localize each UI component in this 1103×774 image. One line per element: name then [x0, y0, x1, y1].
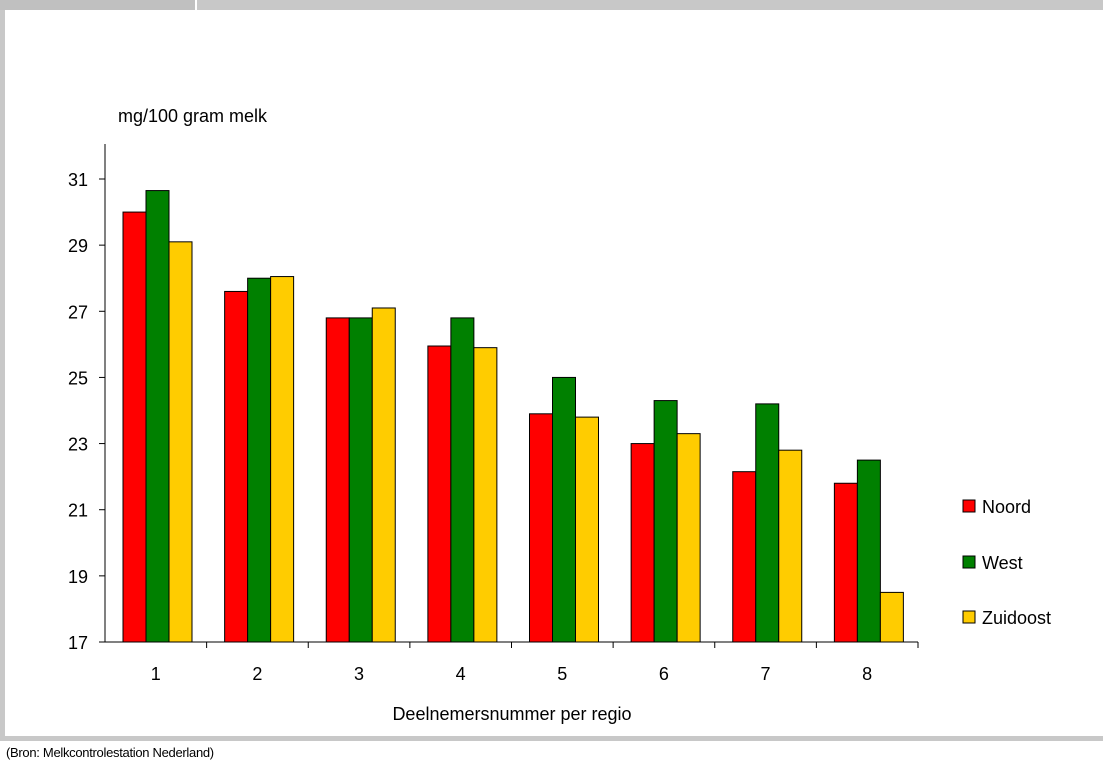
bar-noord-6: [630, 443, 655, 643]
legend-swatch-west: [962, 555, 976, 569]
bar-zuidoost-2: [270, 276, 295, 643]
x-tick-label: 8: [862, 664, 872, 684]
source-note: (Bron: Melkcontrolestation Nederland): [6, 745, 214, 760]
bar-zuidoost-6: [676, 433, 701, 643]
bar-zuidoost-4: [473, 347, 498, 643]
y-tick-label: 29: [68, 236, 88, 256]
x-axis-label: Deelnemersnummer per regio: [392, 704, 631, 724]
y-tick-label: 25: [68, 368, 88, 388]
y-tick-label: 17: [68, 633, 88, 653]
y-tick-label: 23: [68, 435, 88, 455]
x-tick-label: 7: [761, 664, 771, 684]
x-tick-label: 4: [456, 664, 466, 684]
bar-noord-1: [122, 211, 147, 643]
bar-noord-8: [833, 482, 858, 643]
bar-west-7: [755, 403, 780, 643]
bar-west-8: [856, 459, 881, 643]
bar-west-2: [247, 277, 272, 643]
legend-label-noord: Noord: [982, 497, 1031, 517]
bar-zuidoost-3: [371, 307, 396, 643]
bar-west-3: [348, 317, 373, 643]
legend-swatch-noord: [962, 499, 976, 513]
x-tick-label: 1: [151, 664, 161, 684]
frame-left-border: [0, 10, 5, 740]
y-axis-label: mg/100 gram melk: [118, 106, 268, 126]
frame-top-tab: [0, 0, 195, 10]
bar-noord-2: [224, 290, 249, 643]
bar-zuidoost-5: [575, 416, 599, 643]
bar-west-5: [552, 376, 576, 643]
bar-west-6: [653, 400, 678, 643]
x-tick-label: 6: [659, 664, 669, 684]
y-tick-label: 27: [68, 302, 88, 322]
legend-label-zuidoost: Zuidoost: [982, 608, 1051, 628]
y-tick-label: 19: [68, 567, 88, 587]
bar-noord-3: [325, 317, 350, 643]
legend: Noord West Zuidoost: [962, 497, 1051, 628]
bar-noord-5: [529, 413, 553, 643]
bar-noord-7: [732, 471, 757, 643]
x-tick-label: 3: [354, 664, 364, 684]
legend-label-west: West: [982, 553, 1023, 573]
bar-west-1: [145, 190, 170, 643]
bar-zuidoost-1: [168, 241, 193, 643]
chart: mg/100 gram melk Deelnemersnummer per re…: [68, 106, 1051, 724]
bar-zuidoost-7: [778, 449, 803, 643]
frame-top-bar: [195, 0, 1103, 10]
y-tick-label: 21: [68, 501, 88, 521]
y-tick-label: 31: [68, 170, 88, 190]
bar-zuidoost-8: [879, 591, 904, 643]
x-tick-label: 5: [557, 664, 567, 684]
bar-west-4: [450, 317, 475, 643]
legend-swatch-zuidoost: [962, 610, 976, 624]
frame-bottom-border: [0, 736, 1103, 741]
x-tick-label: 2: [252, 664, 262, 684]
bar-noord-4: [427, 345, 452, 643]
